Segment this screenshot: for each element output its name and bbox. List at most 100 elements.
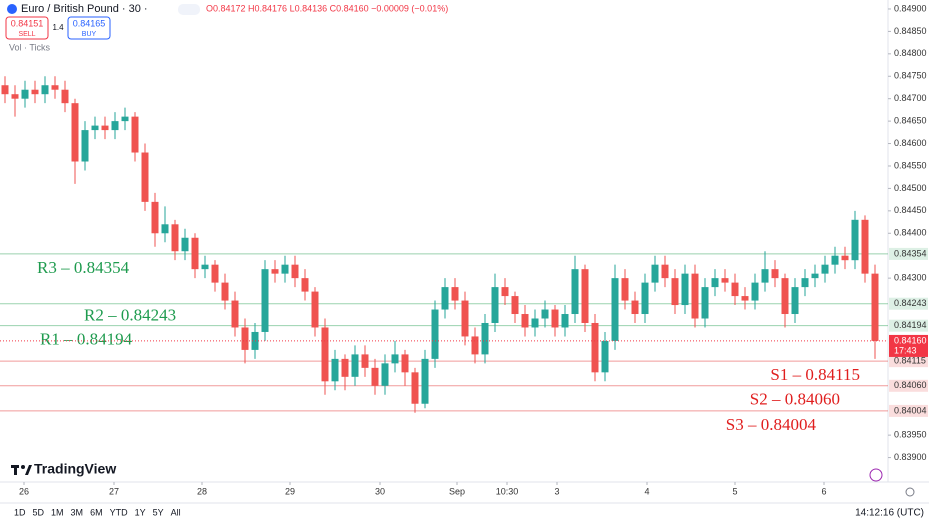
level-axis-label: 0.84115 <box>894 355 926 365</box>
timeframe-button[interactable]: 3M <box>71 507 84 517</box>
toggle-icon[interactable] <box>178 4 200 15</box>
logo[interactable]: TradingView <box>34 461 116 477</box>
symbol[interactable]: Euro / British Pound · 30 · <box>21 3 148 15</box>
y-tick-label: 0.83950 <box>894 430 927 440</box>
x-tick-label: 29 <box>285 486 295 496</box>
x-tick-label: 26 <box>19 486 29 496</box>
candle-body <box>691 273 699 319</box>
candle-body <box>711 278 719 288</box>
timeframe-button[interactable]: 1D <box>14 507 26 517</box>
clock: 14:12:16 (UTC) <box>855 508 924 519</box>
y-tick-label: 0.84600 <box>894 138 927 148</box>
candle-body <box>531 318 539 328</box>
logo-icon <box>11 465 32 475</box>
candle-body <box>401 354 409 373</box>
buy-price: 0.84165 <box>73 18 106 28</box>
candle-body <box>341 358 349 377</box>
candle-body <box>281 264 289 274</box>
candle-body <box>221 282 229 301</box>
timeframe-button[interactable]: YTD <box>110 507 129 517</box>
candle-body <box>541 309 549 319</box>
level-label: R2 – 0.84243 <box>84 306 176 325</box>
level-axis-box <box>889 355 928 368</box>
candle-body <box>211 264 219 283</box>
level-axis-label: 0.84243 <box>894 298 927 308</box>
timeframe-button[interactable]: 1M <box>51 507 64 517</box>
level-axis-box <box>889 247 928 260</box>
candle-body <box>361 354 369 368</box>
sell-button[interactable] <box>5 16 49 40</box>
candle-body <box>31 89 39 95</box>
candle-body <box>791 287 799 315</box>
candle-body <box>271 269 279 274</box>
x-tick-label: 6 <box>821 486 826 496</box>
last-price-box <box>889 334 928 357</box>
candle-body <box>241 327 249 350</box>
x-tick-label: 3 <box>554 486 559 496</box>
candle-body <box>11 94 19 99</box>
candle-body <box>201 264 209 270</box>
candle-body <box>151 201 159 234</box>
ohlc-values: O0.84172 H0.84176 L0.84136 C0.84160 −0.0… <box>206 3 448 13</box>
candle-body <box>181 237 189 252</box>
candle-body <box>381 363 389 386</box>
last-price-label: 0.84160 <box>894 335 927 345</box>
candle-body <box>321 327 329 382</box>
buy-button[interactable] <box>67 16 111 40</box>
level-label: S3 – 0.84004 <box>726 415 817 434</box>
candle-body <box>521 314 529 328</box>
level-axis-label: 0.84004 <box>894 405 927 415</box>
x-tick-label: 10:30 <box>496 486 519 496</box>
candle-body <box>771 269 779 279</box>
candle-body <box>141 152 149 202</box>
level-axis-box <box>889 297 928 310</box>
candle-body <box>231 300 239 328</box>
candle-body <box>441 287 449 310</box>
settings-icon[interactable] <box>905 487 915 497</box>
timeframe-button[interactable]: 5D <box>33 507 45 517</box>
y-tick-label: 0.84800 <box>894 48 927 58</box>
candle-body <box>41 85 49 95</box>
candle-body <box>471 336 479 355</box>
candle-body <box>451 287 459 301</box>
candle-body <box>661 264 669 279</box>
level-label: R1 – 0.84194 <box>40 330 133 349</box>
candle-body <box>161 224 169 234</box>
x-tick-label: 5 <box>732 486 737 496</box>
timeframe-button[interactable]: 6M <box>90 507 103 517</box>
candle-body <box>51 85 59 90</box>
candle-body <box>811 273 819 279</box>
timeframe-button[interactable]: All <box>171 507 181 517</box>
timeframe-button[interactable]: 1Y <box>135 507 146 517</box>
timeframe-button[interactable]: 5Y <box>153 507 164 517</box>
candle-body <box>71 103 79 162</box>
symbol-icon <box>7 4 17 14</box>
y-tick-label: 0.84700 <box>894 93 927 103</box>
candle-body <box>761 269 769 283</box>
candle-body <box>261 269 269 332</box>
level-axis-label: 0.84354 <box>894 248 927 258</box>
candle-body <box>681 273 689 306</box>
candle-body <box>371 367 379 386</box>
candle-body <box>461 300 469 337</box>
candle-body <box>61 89 69 104</box>
x-tick-label: Sep <box>449 486 465 496</box>
sell-price: 0.84151 <box>11 18 44 28</box>
candle-body <box>111 121 119 131</box>
candle-body <box>501 287 509 297</box>
y-tick-label: 0.84450 <box>894 205 927 215</box>
candle-body <box>581 269 589 323</box>
candle-body <box>551 309 559 328</box>
assist-icon[interactable] <box>869 468 883 482</box>
candle-body <box>671 278 679 306</box>
candle-body <box>291 264 299 279</box>
candle-body <box>331 358 339 382</box>
candle-body <box>511 296 519 315</box>
candle-body <box>701 287 709 319</box>
candle-body <box>841 255 849 261</box>
level-axis-label: 0.84060 <box>894 380 927 390</box>
candle-body <box>571 269 579 315</box>
candle-body <box>431 309 439 359</box>
level-axis-box <box>889 379 928 392</box>
